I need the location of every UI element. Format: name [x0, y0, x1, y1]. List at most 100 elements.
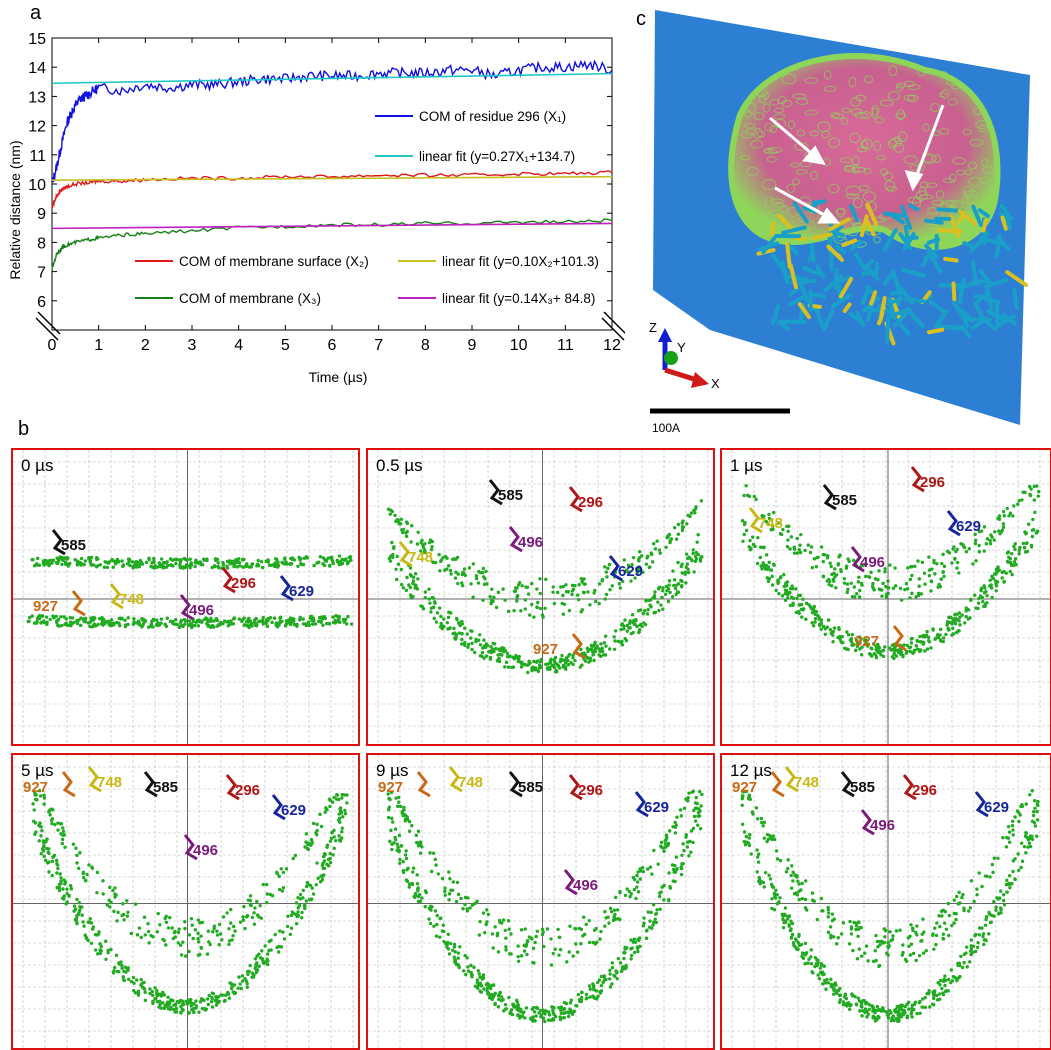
- membrane-point: [481, 566, 486, 571]
- membrane-point: [778, 896, 782, 900]
- membrane-point: [814, 564, 819, 569]
- membrane-point: [685, 562, 690, 566]
- membrane-point: [487, 983, 491, 987]
- membrane-point: [491, 641, 495, 645]
- membrane-point: [83, 616, 88, 621]
- membrane-point: [649, 910, 653, 915]
- membrane-point: [1006, 824, 1011, 829]
- membrane-point: [497, 997, 501, 1002]
- x-tick-label: 3: [188, 337, 197, 354]
- membrane-point: [788, 603, 793, 608]
- membrane-point: [198, 921, 202, 925]
- membrane-point: [931, 991, 936, 996]
- membrane-point: [542, 944, 546, 949]
- membrane-point: [477, 972, 481, 976]
- membrane-point: [661, 589, 665, 593]
- membrane-point: [674, 537, 679, 541]
- membrane-point: [434, 934, 439, 938]
- membrane-point: [504, 948, 508, 952]
- membrane-point: [257, 619, 261, 624]
- membrane-point: [255, 622, 259, 626]
- residue-label-927: 927: [732, 779, 757, 796]
- membrane-point: [652, 596, 657, 600]
- arrow-2: [913, 104, 945, 181]
- membrane-point: [50, 821, 54, 826]
- membrane-point: [652, 920, 656, 925]
- membrane-point: [280, 619, 284, 624]
- membrane-point: [1016, 502, 1020, 506]
- membrane-point: [877, 649, 881, 653]
- membrane-point: [531, 668, 535, 672]
- membrane-point: [235, 565, 239, 569]
- membrane-point: [456, 892, 461, 897]
- membrane-point: [510, 1012, 515, 1017]
- membrane-point: [669, 537, 674, 541]
- x-tick-label: 10: [510, 337, 528, 354]
- arrow-3: [774, 186, 831, 220]
- membrane-point: [977, 550, 982, 554]
- membrane-point: [273, 557, 278, 561]
- membrane-point: [481, 570, 485, 575]
- membrane-point: [229, 982, 234, 986]
- membrane-point: [399, 517, 404, 521]
- membrane-point: [50, 859, 55, 864]
- membrane-point: [791, 870, 795, 874]
- membrane-point: [832, 571, 836, 576]
- membrane-point: [125, 899, 129, 903]
- membrane-point: [509, 932, 513, 936]
- membrane-point: [588, 995, 592, 999]
- membrane-point: [549, 1018, 553, 1022]
- membrane-point: [446, 564, 451, 568]
- membrane-point: [871, 1016, 875, 1020]
- membrane-point: [813, 617, 818, 621]
- membrane-point: [281, 885, 286, 890]
- membrane-point: [821, 982, 825, 986]
- membrane-point: [926, 992, 931, 996]
- membrane-point: [693, 559, 698, 564]
- membrane-point: [742, 522, 747, 527]
- membrane-point: [576, 597, 581, 602]
- membrane-point: [968, 960, 972, 964]
- membrane-point: [989, 583, 993, 587]
- membrane-point: [592, 928, 597, 932]
- membrane-point: [543, 1019, 547, 1024]
- membrane-point: [916, 639, 920, 644]
- membrane-point: [857, 947, 861, 951]
- membrane-point: [318, 555, 323, 559]
- membrane-point: [962, 960, 966, 965]
- membrane-point: [277, 944, 281, 949]
- membrane-point: [798, 593, 803, 598]
- membrane-point: [800, 951, 805, 955]
- membrane-point: [187, 933, 192, 937]
- membrane-point: [42, 793, 46, 797]
- membrane-point: [749, 852, 753, 856]
- membrane-point: [1013, 815, 1017, 819]
- residue-label-629: 629: [618, 563, 643, 580]
- membrane-point: [775, 902, 780, 906]
- membrane-point: [328, 555, 333, 560]
- membrane-point: [821, 574, 826, 579]
- membrane-point: [157, 561, 162, 565]
- membrane-point: [392, 841, 396, 845]
- membrane-point: [742, 532, 746, 537]
- membrane-point: [992, 914, 996, 918]
- membrane-point: [386, 815, 391, 820]
- membrane-point: [858, 1009, 862, 1013]
- membrane-point: [903, 1011, 907, 1015]
- membrane-point: [988, 578, 992, 583]
- membrane-point: [290, 556, 295, 560]
- membrane-point: [216, 995, 221, 999]
- membrane-point: [937, 914, 941, 918]
- membrane-point: [112, 909, 116, 914]
- residue-label-496: 496: [870, 817, 895, 834]
- membrane-point: [282, 937, 287, 941]
- membrane-point: [470, 975, 474, 979]
- membrane-point: [770, 574, 774, 579]
- chart-series-group: [51, 59, 613, 270]
- membrane-point: [534, 660, 539, 664]
- membrane-point: [762, 885, 766, 889]
- membrane-point: [696, 552, 700, 557]
- membrane-point: [982, 604, 986, 609]
- membrane-point: [943, 974, 947, 978]
- membrane-point: [427, 917, 431, 921]
